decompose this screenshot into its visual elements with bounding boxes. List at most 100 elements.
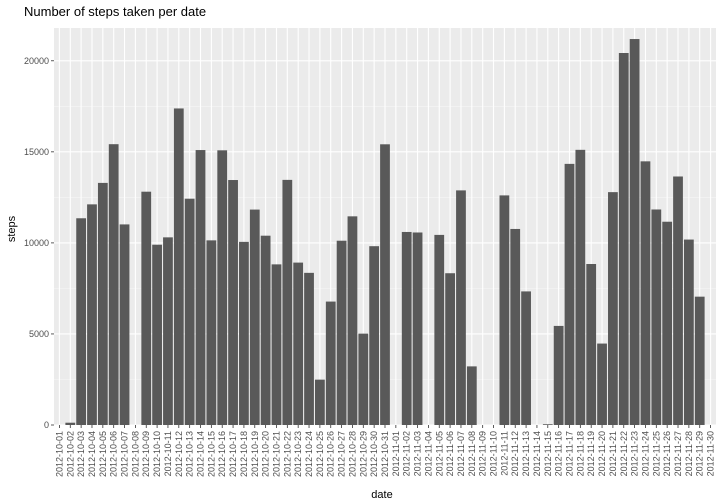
bar-2012-10-19 <box>249 209 260 425</box>
bar-2012-11-07 <box>456 190 466 425</box>
x-tick-label: 2012-10-23 <box>293 431 303 477</box>
bar-2012-10-15 <box>206 240 217 425</box>
bar-2012-10-09 <box>141 191 152 425</box>
x-tick-label: 2012-11-16 <box>554 431 564 476</box>
x-tick-label: 2012-11-18 <box>575 431 585 476</box>
bar-2012-11-22 <box>618 53 629 425</box>
x-tick-label: 2012-10-05 <box>98 431 108 477</box>
x-tick-label: 2012-11-19 <box>586 431 596 476</box>
bar-2012-10-27 <box>336 240 347 425</box>
y-tick-label: 20000 <box>24 56 49 66</box>
x-tick-label: 2012-11-10 <box>489 431 499 476</box>
y-tick-label: 10000 <box>24 238 49 248</box>
x-tick-label: 2012-10-13 <box>185 431 195 477</box>
bar-2012-10-06 <box>108 144 119 426</box>
x-tick-label: 2012-11-28 <box>684 431 694 476</box>
x-tick-label: 2012-11-23 <box>630 431 640 476</box>
bar-2012-10-07 <box>119 224 130 425</box>
bar-2012-10-04 <box>87 204 97 425</box>
x-tick-label: 2012-10-21 <box>271 431 281 477</box>
x-tick-label: 2012-11-25 <box>651 431 661 476</box>
x-tick-label: 2012-11-26 <box>662 431 672 476</box>
x-tick-label: 2012-10-01 <box>54 431 64 477</box>
bar-2012-11-19 <box>586 263 597 425</box>
bar-2012-10-10 <box>152 244 162 425</box>
x-tick-label: 2012-11-07 <box>456 431 466 476</box>
bar-2012-11-26 <box>662 221 673 425</box>
bars <box>65 39 705 426</box>
x-tick-label: 2012-11-09 <box>478 431 488 476</box>
bar-2012-10-26 <box>325 301 336 425</box>
x-tick-label: 2012-11-27 <box>673 431 683 476</box>
bar-2012-11-16 <box>553 325 564 425</box>
x-tick-label: 2012-10-29 <box>358 431 368 477</box>
bar-2012-11-08 <box>466 366 477 425</box>
y-tick-label: 15000 <box>24 147 49 157</box>
x-tick-label: 2012-10-25 <box>315 431 325 477</box>
bar-2012-10-12 <box>173 108 184 425</box>
x-tick-label: 2012-10-22 <box>282 431 292 477</box>
chart-title: Number of steps taken per date <box>24 4 206 19</box>
bar-2012-10-30 <box>369 246 380 425</box>
x-tick-label: 2012-10-15 <box>206 431 216 477</box>
bar-2012-11-24 <box>640 161 651 425</box>
x-tick-label: 2012-11-03 <box>413 431 423 476</box>
bar-2012-10-11 <box>163 237 173 425</box>
x-tick-label: 2012-10-26 <box>326 431 336 477</box>
bar-2012-11-23 <box>629 39 640 426</box>
x-tick-label: 2012-11-06 <box>445 431 455 476</box>
bar-2012-10-29 <box>358 333 369 425</box>
bar-2012-11-21 <box>608 192 618 425</box>
y-tick-label: 0 <box>44 420 49 430</box>
x-tick-label: 2012-11-13 <box>521 431 531 476</box>
x-axis: 2012-10-01 2012-10-02 2012-10-03 2012-10-04… <box>54 425 716 477</box>
bar-2012-10-23 <box>293 262 304 425</box>
bar-2012-10-31 <box>380 144 390 425</box>
bar-2012-10-13 <box>184 198 195 425</box>
x-tick-label: 2012-11-11 <box>499 431 509 476</box>
x-tick-label: 2012-10-04 <box>87 431 97 477</box>
x-tick-label: 2012-10-20 <box>261 431 271 477</box>
x-tick-label: 2012-10-28 <box>347 431 357 477</box>
bar-2012-11-29 <box>694 296 705 425</box>
x-tick-label: 2012-10-12 <box>174 431 184 477</box>
x-tick-label: 2012-10-19 <box>250 431 260 477</box>
x-tick-label: 2012-10-30 <box>369 431 379 477</box>
x-tick-label: 2012-11-24 <box>640 431 650 476</box>
bar-2012-10-20 <box>260 235 271 425</box>
bar-2012-10-21 <box>271 264 282 425</box>
bar-2012-11-28 <box>683 239 694 425</box>
bar-2012-11-13 <box>521 291 531 425</box>
x-tick-label: 2012-11-15 <box>543 431 553 476</box>
x-tick-label: 2012-10-08 <box>130 431 140 477</box>
bar-2012-11-20 <box>597 343 607 425</box>
bar-2012-11-03 <box>412 232 423 425</box>
x-tick-label: 2012-10-18 <box>239 431 249 477</box>
bar-2012-10-18 <box>239 241 249 425</box>
y-axis-title: steps <box>6 215 18 242</box>
bar-2012-10-16 <box>217 150 228 426</box>
bar-2012-10-05 <box>97 182 108 425</box>
bar-2012-11-05 <box>434 234 445 425</box>
bar-2012-11-12 <box>510 228 521 425</box>
bar-2012-10-17 <box>228 180 238 425</box>
bar-2012-10-28 <box>347 216 358 425</box>
x-tick-label: 2012-10-10 <box>152 431 162 477</box>
bar-2012-10-24 <box>304 272 314 425</box>
bar-2012-10-22 <box>282 179 293 425</box>
x-tick-label: 2012-11-20 <box>597 431 607 476</box>
x-tick-label: 2012-10-06 <box>109 431 119 477</box>
x-tick-label: 2012-10-27 <box>337 431 347 477</box>
x-tick-label: 2012-10-17 <box>228 431 238 477</box>
x-tick-label: 2012-10-31 <box>380 431 390 477</box>
x-tick-label: 2012-11-30 <box>706 431 716 476</box>
x-tick-label: 2012-10-03 <box>76 431 86 477</box>
bar-2012-11-25 <box>651 209 662 425</box>
bar-2012-11-15 <box>542 424 553 425</box>
x-tick-label: 2012-10-16 <box>217 431 227 477</box>
x-tick-label: 2012-10-07 <box>120 431 130 477</box>
bar-2012-11-11 <box>499 195 510 425</box>
x-tick-label: 2012-11-21 <box>608 431 618 476</box>
x-tick-label: 2012-11-04 <box>423 431 433 476</box>
